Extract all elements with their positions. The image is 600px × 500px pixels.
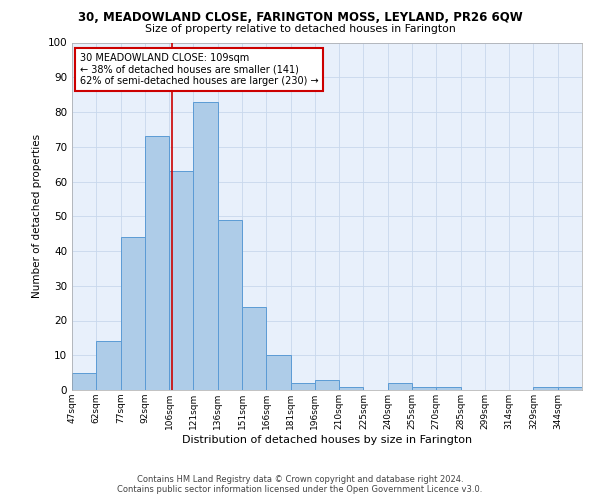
Bar bbox=[533, 386, 558, 390]
Bar bbox=[339, 386, 364, 390]
Bar bbox=[218, 220, 242, 390]
Bar bbox=[290, 383, 315, 390]
Text: 30, MEADOWLAND CLOSE, FARINGTON MOSS, LEYLAND, PR26 6QW: 30, MEADOWLAND CLOSE, FARINGTON MOSS, LE… bbox=[77, 11, 523, 24]
Bar bbox=[169, 171, 193, 390]
Bar bbox=[121, 237, 145, 390]
Bar bbox=[242, 306, 266, 390]
Bar bbox=[388, 383, 412, 390]
Text: Contains HM Land Registry data © Crown copyright and database right 2024.
Contai: Contains HM Land Registry data © Crown c… bbox=[118, 474, 482, 494]
Bar bbox=[72, 372, 96, 390]
Bar bbox=[193, 102, 218, 390]
Bar bbox=[96, 342, 121, 390]
Bar bbox=[558, 386, 582, 390]
X-axis label: Distribution of detached houses by size in Farington: Distribution of detached houses by size … bbox=[182, 434, 472, 444]
Bar bbox=[412, 386, 436, 390]
Text: 30 MEADOWLAND CLOSE: 109sqm
← 38% of detached houses are smaller (141)
62% of se: 30 MEADOWLAND CLOSE: 109sqm ← 38% of det… bbox=[80, 53, 318, 86]
Y-axis label: Number of detached properties: Number of detached properties bbox=[32, 134, 42, 298]
Bar bbox=[266, 355, 290, 390]
Bar bbox=[145, 136, 169, 390]
Bar bbox=[436, 386, 461, 390]
Text: Size of property relative to detached houses in Farington: Size of property relative to detached ho… bbox=[145, 24, 455, 34]
Bar bbox=[315, 380, 339, 390]
